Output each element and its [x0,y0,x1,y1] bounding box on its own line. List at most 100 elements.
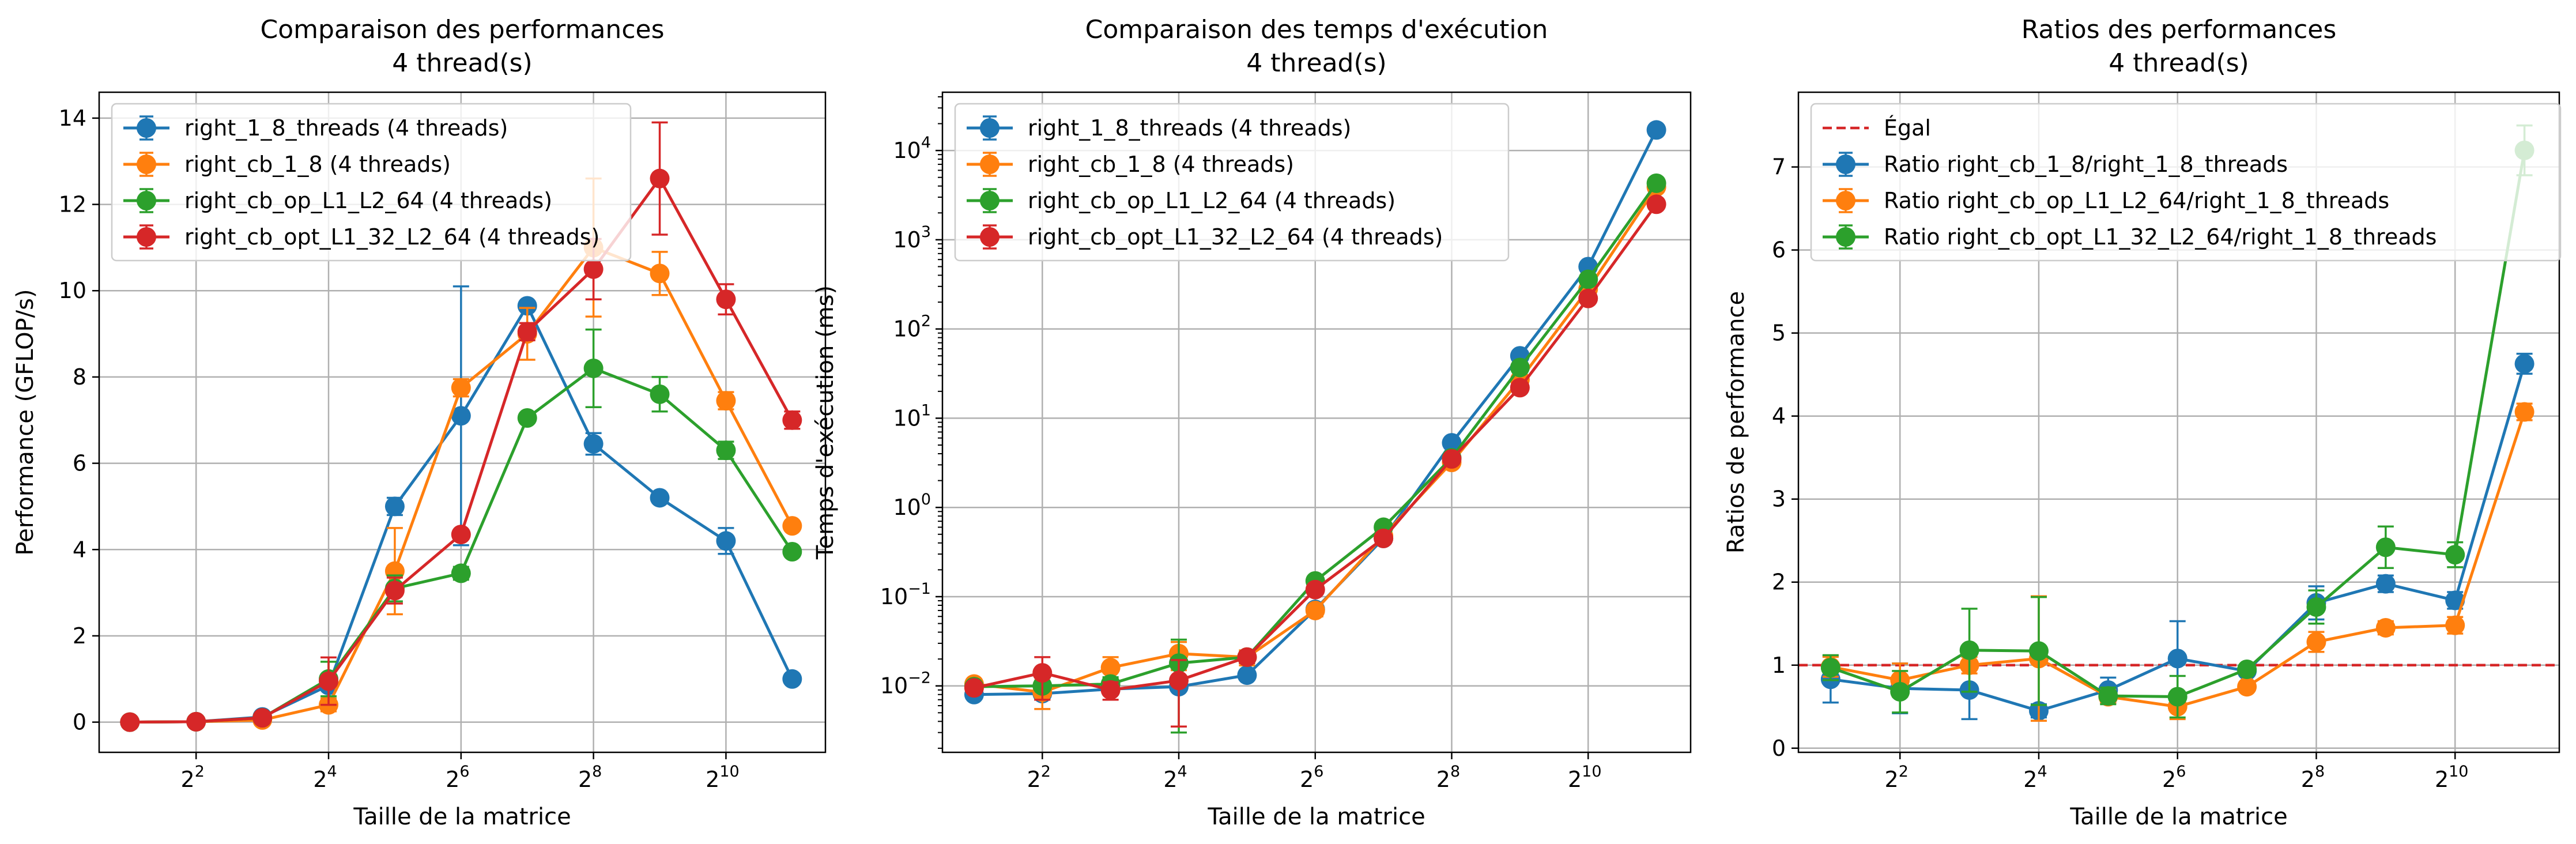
y-tick-label: 4 [73,537,86,562]
data-point [517,296,537,316]
legend-entry: Ratio right_cb_opt_L1_32_L2_64/right_1_8… [1823,224,2437,250]
y-tick-label: 1 [1772,653,1786,678]
data-point [782,542,802,562]
data-point [2237,677,2257,697]
axes-frame [941,91,1692,753]
legend-entry: right_cb_op_L1_L2_64 (4 threads) [123,188,552,213]
data-point [1646,173,1666,193]
y-tick-label: 10−2 [880,669,931,699]
data-point [1169,670,1189,691]
x-axis-label: Taille de la matrice [1207,804,1425,830]
x-tick-label: 210 [706,763,740,792]
legend-entry: right_cb_opt_L1_32_L2_64 (4 threads) [123,224,599,250]
x-tick-label: 26 [2162,763,2186,792]
data-point [650,384,670,404]
plot-area [120,121,802,732]
legend-marker [137,155,156,174]
legend-label: Ratio right_cb_op_L1_L2_64/right_1_8_thr… [1884,188,2389,213]
legend-marker [980,227,1000,247]
data-point [319,671,339,691]
x-tick-label: 26 [1300,763,1323,792]
data-point [1032,663,1053,683]
x-tick-label: 22 [181,763,205,792]
data-point [384,496,405,517]
chart-panel-2: 22 24 26 28 210 10−2 10−1 100 101 102 103 104 Compar… [812,15,1692,830]
data-point [2028,641,2049,661]
x-tick-label: 22 [1027,763,1051,792]
data-point [1237,647,1257,667]
data-point [964,678,984,698]
y-tick-label: 8 [73,364,86,390]
legend-entry: Ratio right_cb_1_8/right_1_8_threads [1823,152,2288,177]
x-axis-label: Taille de la matrice [353,804,571,830]
legend-entry: right_cb_opt_L1_32_L2_64 (4 threads) [967,224,1443,250]
data-point [451,563,471,583]
legend-label: right_cb_1_8 (4 threads) [184,152,451,177]
legend-label: right_cb_1_8 (4 threads) [1028,152,1294,177]
data-point [1442,433,1462,453]
x-tick-label: 22 [1885,763,1909,792]
y-tick-label: 10−1 [880,580,931,609]
x-tick-label: 210 [2435,763,2469,792]
legend-label: right_1_8_threads (4 threads) [1028,115,1351,141]
data-point [2514,353,2534,374]
data-point [2445,615,2465,635]
chart-subtitle: 4 thread(s) [1246,48,1386,78]
legend-entry: Ratio right_cb_op_L1_L2_64/right_1_8_thr… [1823,188,2389,213]
data-point [120,712,140,732]
data-point [2445,590,2465,611]
legend-marker [137,191,156,210]
data-point [2306,632,2326,652]
chart-subtitle: 4 thread(s) [2109,48,2249,78]
data-point [2375,537,2396,557]
legend-entry: Égal [1823,115,1931,141]
legend-marker [1836,155,1855,174]
data-point [186,711,206,732]
x-tick-label: 26 [446,763,469,792]
data-point [384,581,405,601]
data-point [1374,528,1394,548]
data-point [716,391,736,411]
legend-marker [980,118,1000,138]
data-point [2375,574,2396,594]
data-point [1646,194,1666,214]
x-axis-label: Taille de la matrice [2069,804,2287,830]
y-tick-label: 104 [893,134,931,163]
x-tick-label: 28 [578,763,602,792]
data-point [252,708,273,728]
data-point [583,434,604,454]
data-point [716,440,736,461]
y-tick-label: 102 [893,312,931,342]
data-point [1578,269,1598,289]
plot-area [1820,124,2534,722]
data-point [2445,545,2465,565]
legend-entry: right_cb_op_L1_L2_64 (4 threads) [967,188,1396,213]
x-tick-label: 24 [313,763,337,792]
axes-frame [1797,91,2560,753]
data-point [517,322,537,342]
data-point [782,669,802,689]
data-point [2375,617,2396,638]
chart-panel-3: 22 24 26 28 210 0 1 2 3 4 5 6 7 Ratios des performanc… [1723,15,2562,830]
y-tick-label: 2 [1772,570,1786,595]
data-point [650,168,670,189]
data-point [1237,665,1257,685]
data-point [1510,378,1530,398]
legend-label: Égal [1884,115,1931,141]
data-point [2306,597,2326,617]
data-point [1100,658,1121,678]
y-tick-label: 14 [59,106,86,131]
axes-frame [98,91,827,753]
data-point [1646,120,1666,140]
x-tick-label: 210 [1568,763,1602,792]
x-tick-label: 24 [2023,763,2047,792]
data-point [650,488,670,508]
data-point [451,525,471,545]
y-axis-label: Temps d'exécution (ms) [812,285,839,560]
data-point [2514,402,2534,422]
x-tick-label: 24 [1163,763,1187,792]
plot-area [964,120,1666,734]
data-point [716,289,736,310]
data-point [583,259,604,279]
